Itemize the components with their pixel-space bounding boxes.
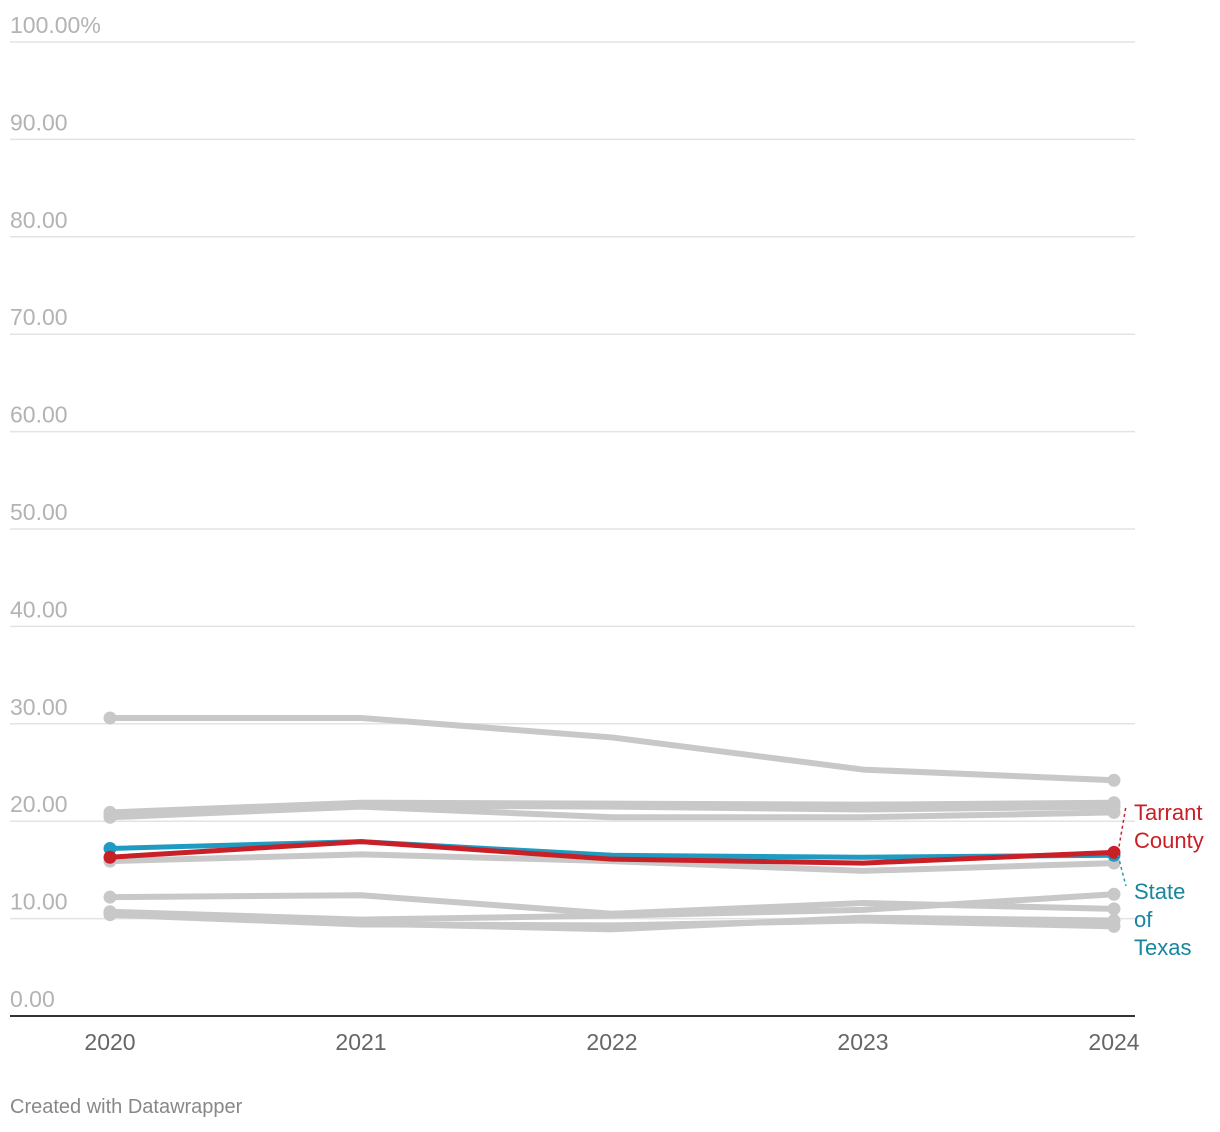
y-tick-label: 60.00 (10, 402, 68, 428)
series-tarrant-county (103, 839, 1121, 866)
series-line (107, 911, 1117, 930)
x-axis-ticks: 2020 2021 2022 2023 2024 (84, 1029, 1139, 1055)
data-point (103, 711, 117, 725)
series-label-text: Texas (1134, 935, 1191, 960)
series-label-text: State (1134, 879, 1185, 904)
data-point (1107, 887, 1121, 901)
line-labels: Tarrant County State of Texas (1117, 800, 1204, 960)
x-tick-label: 2020 (84, 1029, 135, 1055)
label-connector (1117, 805, 1127, 853)
y-tick-label: 30.00 (10, 694, 68, 720)
credit-text: Created with Datawrapper (10, 1096, 243, 1118)
y-tick-label: 0.00 (10, 986, 55, 1012)
series-line (107, 714, 1117, 784)
label-state-of-texas: State of Texas (1117, 855, 1191, 960)
series-other-county-d (103, 803, 1121, 824)
x-tick-label: 2024 (1088, 1029, 1139, 1055)
x-tick-label: 2022 (586, 1029, 637, 1055)
data-point (1107, 902, 1121, 916)
series-other-county-i (103, 908, 1121, 933)
series-line (107, 839, 1117, 866)
data-point (1107, 919, 1121, 933)
y-tick-label: 10.00 (10, 889, 68, 915)
series-line (107, 839, 1117, 860)
y-axis-ticks: 0.00 10.00 20.00 30.00 40.00 50.00 60.00 70.00 8… (10, 12, 101, 1012)
series-layer (103, 711, 1121, 933)
series-line (107, 803, 1117, 821)
data-point (1107, 845, 1121, 859)
data-point (103, 810, 117, 824)
series-label-text: Tarrant (1134, 800, 1202, 825)
series-other-county-g (103, 887, 1121, 923)
y-tick-label: 40.00 (10, 596, 68, 622)
label-tarrant-county: Tarrant County (1117, 800, 1204, 853)
data-point (103, 850, 117, 864)
x-tick-label: 2023 (837, 1029, 888, 1055)
y-tick-label: 70.00 (10, 304, 68, 330)
data-point (1107, 773, 1121, 787)
gridlines (10, 41, 1135, 920)
y-tick-label: 100.00% (10, 12, 101, 38)
series-label-text: of (1134, 907, 1153, 932)
data-point (1107, 805, 1121, 819)
series-label-text: County (1134, 828, 1204, 853)
y-tick-label: 20.00 (10, 791, 68, 817)
y-tick-label: 80.00 (10, 207, 68, 233)
x-tick-label: 2021 (335, 1029, 386, 1055)
y-tick-label: 90.00 (10, 109, 68, 135)
data-point (103, 908, 117, 922)
y-tick-label: 50.00 (10, 499, 68, 525)
data-point (103, 890, 117, 904)
label-connector (1117, 855, 1127, 887)
series-other-county-a (103, 711, 1121, 787)
